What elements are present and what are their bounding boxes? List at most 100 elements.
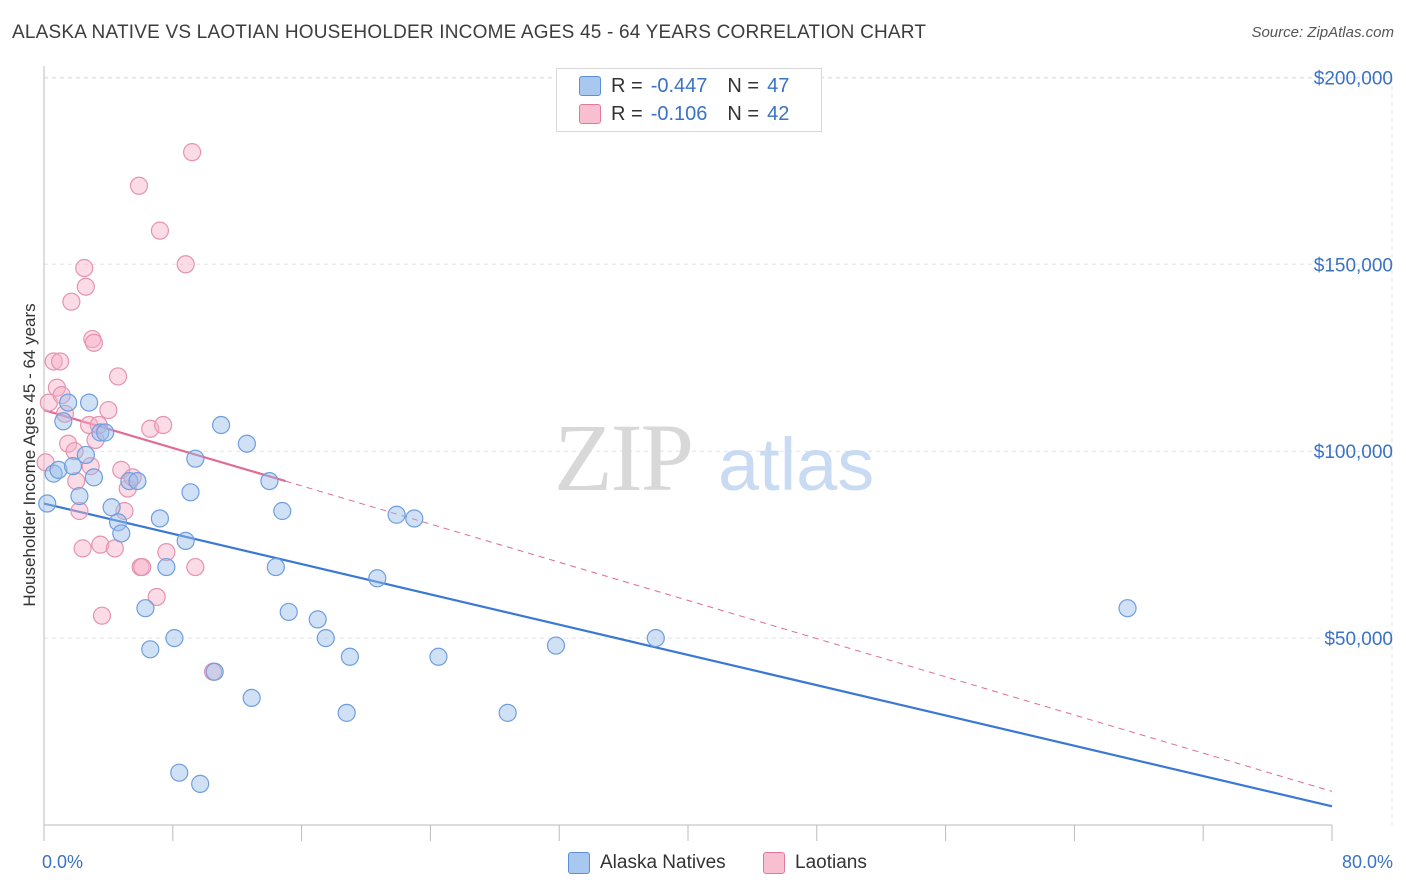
laotians-point: [84, 333, 104, 352]
alaska-natives-trend-line: [43, 502, 1333, 808]
y-tick-label: $100,000: [1314, 442, 1393, 463]
alaska-natives-point: [279, 602, 298, 622]
watermark-atlas: atlas: [718, 423, 874, 506]
y-tick-label: $150,000: [1314, 255, 1393, 276]
n-value: 47: [767, 74, 790, 97]
laotians-points: [36, 143, 223, 681]
alaska-natives-point: [176, 531, 195, 551]
laotians-point: [186, 557, 205, 577]
laotians-point: [70, 501, 89, 521]
alaska-natives-point: [54, 412, 73, 431]
alaska-natives-point: [186, 449, 205, 468]
alaska-natives-point: [59, 393, 78, 412]
laotians-point: [44, 352, 63, 371]
stats-legend-row-laotians: R = -0.106 N = 42: [579, 100, 790, 128]
y-axis-label: Householder Income Ages 45 - 64 years: [20, 303, 39, 606]
x-tick-labels: 0.0% 80.0%: [42, 852, 1393, 872]
watermark-zip: ZIP: [554, 404, 692, 511]
r-value: -0.106: [650, 102, 708, 125]
n-label: N =: [727, 102, 760, 125]
alaska-natives-point: [273, 501, 292, 521]
laotians-point: [99, 400, 118, 420]
alaska-natives-point: [38, 494, 57, 513]
legend-item-laotians: Laotians: [763, 852, 867, 874]
laotians-point: [52, 386, 71, 405]
alaska-natives-point: [91, 423, 110, 442]
watermark: ZIP atlas: [554, 404, 874, 511]
legend-label: Alaska Natives: [600, 852, 726, 873]
laotians-point: [89, 415, 108, 435]
alaska-natives-point: [128, 471, 147, 491]
alaska-natives-point: [212, 415, 231, 435]
alaska-natives-point: [49, 460, 68, 479]
laotians-point: [108, 367, 128, 386]
laotians-point: [75, 258, 94, 278]
laotians-point: [65, 442, 84, 461]
laotians-point: [176, 255, 195, 274]
alaska-natives-point: [181, 483, 200, 502]
r-label: R =: [611, 74, 643, 97]
series-legend: Alaska Natives Laotians: [0, 852, 1406, 878]
alaska-natives-point: [260, 471, 279, 491]
n-value: 42: [767, 102, 790, 125]
laotians-point: [73, 539, 92, 558]
alaska-natives-point: [340, 647, 359, 666]
alaska-natives-point: [141, 640, 160, 659]
n-label: N =: [727, 74, 760, 97]
alaska-natives-point: [70, 486, 89, 506]
y-tick-labels: $50,000 $100,000 $150,000 $200,000: [1314, 68, 1393, 650]
alaska-natives-point: [76, 445, 95, 465]
alaska-natives-point: [429, 647, 448, 666]
alaska-natives-point: [102, 498, 121, 517]
alaska-natives-point: [136, 599, 155, 618]
legend-label: Laotians: [795, 852, 867, 873]
alaska-natives-points: [38, 393, 1137, 793]
y-tick-label: $200,000: [1314, 68, 1393, 89]
alaska-natives-point: [1118, 599, 1137, 618]
trend-lines: [43, 409, 1333, 808]
chart-source: Source: ZipAtlas.com: [1251, 24, 1394, 41]
stats-legend: R = -0.447 N = 47 R = -0.106 N = 42: [556, 68, 822, 132]
laotians-trend-line-extension: [285, 480, 1333, 792]
laotians-point: [55, 404, 75, 423]
r-value: -0.447: [650, 74, 708, 97]
laotians-point: [157, 543, 176, 562]
laotians-point: [76, 277, 95, 296]
alaska-natives-point: [79, 393, 99, 412]
alaska-natives-point: [546, 636, 566, 655]
r-label: R =: [611, 102, 643, 125]
laotians-swatch: [579, 104, 601, 124]
x-tick-label: 0.0%: [42, 852, 83, 872]
laotians-point: [118, 479, 137, 498]
laotians-swatch: [763, 852, 785, 874]
alaska-natives-point: [387, 505, 406, 524]
alaska-natives-point: [108, 513, 128, 532]
laotians-point: [50, 352, 70, 371]
alaska-natives-point: [84, 468, 104, 487]
alaska-natives-point: [96, 423, 115, 442]
alaska-natives-point: [405, 509, 424, 528]
alaska-natives-swatch: [568, 852, 590, 874]
laotians-point: [59, 434, 78, 453]
alaska-natives-point: [242, 688, 261, 708]
alaska-natives-point: [368, 569, 387, 588]
laotians-point: [154, 415, 173, 435]
legend-item-alaska-natives: Alaska Natives: [568, 852, 726, 874]
laotians-point: [91, 535, 110, 554]
alaska-natives-point: [646, 628, 665, 648]
alaska-natives-point: [498, 703, 517, 722]
alaska-natives-point: [205, 662, 224, 681]
laotians-point: [147, 587, 166, 607]
alaska-natives-point: [308, 610, 327, 629]
alaska-natives-point: [237, 434, 256, 453]
laotians-point: [129, 176, 149, 195]
stats-legend-row-alaska: R = -0.447 N = 47: [579, 72, 790, 100]
axes: [43, 66, 1333, 841]
alaska-natives-point: [316, 628, 335, 648]
alaska-natives-point: [191, 774, 210, 793]
chart-title: ALASKA NATIVE VS LAOTIAN HOUSEHOLDER INC…: [12, 22, 927, 43]
alaska-natives-point: [157, 557, 176, 577]
laotians-point: [105, 539, 124, 558]
laotians-point: [150, 221, 170, 240]
